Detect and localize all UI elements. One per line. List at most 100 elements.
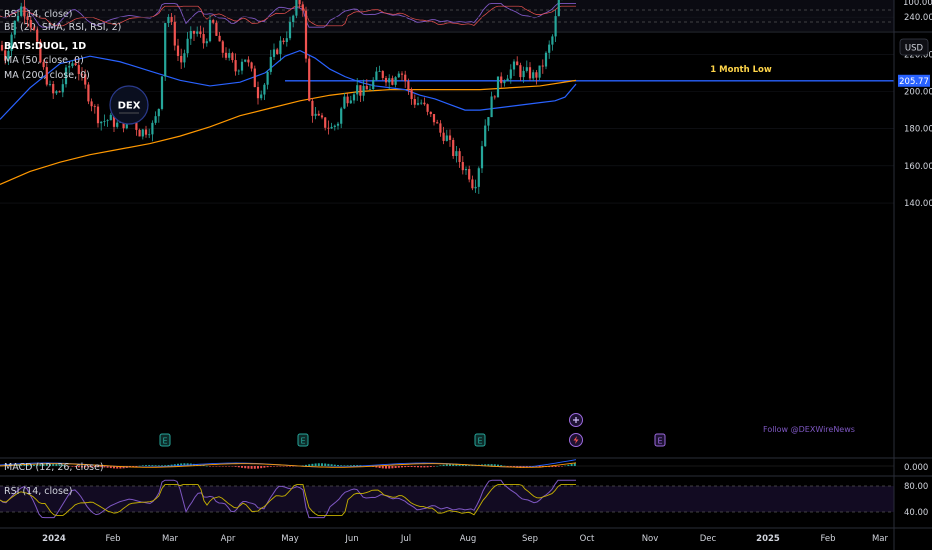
candle-body: [176, 45, 180, 56]
macd-bar: [39, 464, 42, 466]
candle-body: [535, 72, 538, 78]
candle-body: [304, 10, 308, 59]
macd-bar: [151, 465, 154, 466]
candle-body: [413, 99, 416, 105]
earnings-icon[interactable]: E: [159, 433, 171, 447]
macd-bar: [394, 466, 397, 469]
macd-bar: [375, 466, 378, 468]
macd-bar: [564, 465, 567, 467]
candle-body: [285, 38, 288, 42]
candle-body: [183, 53, 186, 63]
macd-bar: [61, 464, 64, 466]
candle-body: [372, 79, 375, 90]
candle-body: [432, 114, 436, 123]
candle-body: [455, 151, 458, 157]
candle-body: [215, 22, 218, 36]
svg-text:E: E: [162, 437, 167, 446]
candle-body: [26, 16, 29, 20]
earnings-icon[interactable]: E: [474, 433, 486, 447]
candle-body: [269, 56, 272, 72]
candle-body: [336, 123, 340, 126]
macd-bar: [346, 465, 349, 466]
candle-body: [548, 44, 551, 53]
candle-body: [116, 122, 119, 127]
candle-body: [7, 50, 10, 61]
macd-bar: [330, 464, 333, 466]
candle-body: [343, 96, 346, 109]
legend-macd: MACD (12, 26, close): [4, 462, 104, 473]
macd-bar: [23, 464, 26, 466]
macd-bar: [436, 465, 439, 467]
top-rsi-pane-bg: [0, 0, 894, 31]
candle-body: [64, 67, 68, 85]
rsi-lines: [0, 479, 576, 519]
candle-body: [551, 36, 554, 45]
macd-bar: [77, 466, 80, 468]
macd-bar: [401, 466, 403, 468]
macd-bar: [84, 466, 87, 468]
candle-body: [141, 129, 144, 137]
macd-bar: [439, 465, 442, 466]
currency-badge[interactable]: USD: [899, 38, 929, 56]
earnings-icon-upcoming[interactable]: E: [654, 433, 666, 447]
candle-body: [541, 65, 544, 67]
candle-body: [365, 85, 368, 90]
macd-bar: [308, 464, 311, 466]
macd-bar: [378, 466, 381, 469]
macd-bar: [237, 466, 240, 468]
candle-body: [84, 74, 87, 85]
macd-bar: [551, 466, 554, 468]
macd-bar: [167, 464, 170, 466]
macd-bar: [417, 466, 419, 468]
currency-label: USD: [905, 44, 924, 54]
x-tick-label: Mar: [872, 534, 889, 544]
earnings-icon[interactable]: E: [297, 433, 309, 447]
candle-body: [189, 31, 192, 39]
macd-bar: [391, 466, 394, 469]
ma50-line: [0, 49, 577, 120]
candle-body: [240, 61, 244, 71]
macd-bar: [42, 464, 45, 466]
candle-body: [250, 62, 253, 69]
top-rsi-lines: [0, 2, 576, 28]
candle-body: [538, 65, 541, 78]
ma200-line: [0, 79, 577, 186]
candle-body: [544, 52, 548, 67]
candle-body: [359, 85, 362, 96]
candle-body: [368, 89, 372, 90]
macd-bar: [490, 464, 493, 466]
macd-bar: [321, 463, 323, 466]
macd-signal-line: [0, 462, 577, 468]
macd-bar: [359, 465, 362, 466]
macd-bar: [33, 464, 35, 466]
svg-text:E: E: [300, 437, 305, 446]
rsi-ma-line: [0, 484, 576, 516]
macd-bar: [557, 466, 560, 467]
candle-body: [320, 115, 324, 118]
macd-bar: [343, 465, 346, 466]
x-tick-label: Sep: [522, 534, 538, 544]
macd-bar: [410, 466, 413, 468]
earnings-markers: E E E E: [159, 413, 666, 447]
macd-bar: [509, 466, 512, 467]
macd-bar: [266, 466, 269, 468]
macd-bar: [349, 465, 352, 466]
candle-body: [429, 111, 432, 115]
candle-body: [317, 113, 320, 116]
candle-body: [471, 179, 474, 189]
candle-body: [36, 29, 39, 42]
candle-body: [436, 122, 439, 124]
candle-body: [58, 91, 61, 93]
macd-bar: [535, 466, 538, 468]
candle-body: [528, 67, 532, 79]
x-tick-label: Jun: [344, 534, 358, 544]
candle-body: [212, 20, 215, 23]
x-tick-label: Feb: [820, 534, 835, 544]
lightning-icon[interactable]: [569, 433, 583, 447]
candle-body: [397, 73, 400, 78]
candle-body: [301, 4, 304, 11]
macd-bar: [202, 465, 205, 466]
candle-body: [314, 113, 317, 116]
macd-bar: [209, 466, 211, 467]
plus-icon[interactable]: [569, 413, 583, 427]
